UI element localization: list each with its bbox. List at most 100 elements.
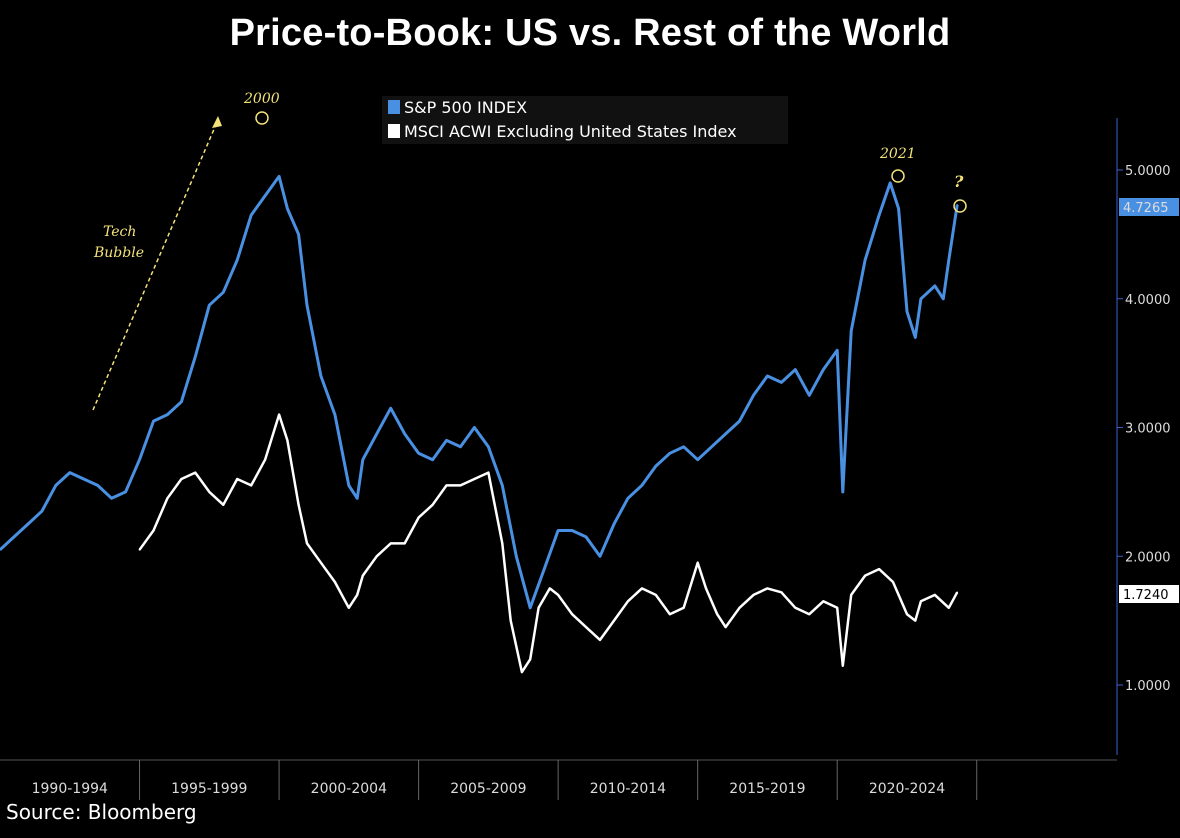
data-point [897, 207, 900, 210]
data-point [906, 613, 908, 615]
data-point [501, 542, 504, 545]
data-point [55, 484, 57, 487]
data-point [431, 458, 434, 461]
data-point [361, 574, 364, 577]
peak-2000-marker [255, 111, 269, 125]
data-point [515, 555, 518, 558]
legend-swatch-us [388, 100, 400, 114]
data-point [585, 626, 587, 628]
data-point [836, 349, 839, 352]
data-point [417, 452, 420, 455]
data-point [710, 446, 713, 448]
data-point [521, 671, 523, 673]
data-point [822, 368, 825, 371]
data-point [509, 619, 512, 622]
data-point [348, 606, 350, 609]
data-point [808, 613, 811, 615]
data-point [794, 606, 797, 609]
data-point [356, 497, 359, 500]
data-point [110, 497, 113, 500]
data-point [334, 413, 336, 416]
data-point [431, 503, 434, 506]
data-point [641, 587, 643, 590]
data-point [180, 400, 183, 403]
data-point [599, 555, 601, 558]
series-line-msci-acwi-ex-us [138, 413, 959, 674]
data-point [236, 478, 239, 480]
data-point [956, 591, 959, 594]
data-point [613, 619, 615, 622]
data-point [571, 529, 573, 532]
data-point [537, 606, 540, 609]
data-point [766, 587, 769, 590]
data-point [297, 503, 300, 506]
data-point [417, 516, 420, 519]
data-point [487, 446, 490, 448]
data-point [668, 613, 671, 615]
data-point [250, 214, 252, 216]
data-point [41, 510, 43, 512]
y-tick-label: 5.0000 [1125, 164, 1171, 179]
data-point [445, 484, 448, 487]
x-category-label: 1995-1999 [171, 781, 247, 797]
x-category-label: 2000-2004 [311, 781, 387, 797]
tech-label-line1: Tech [103, 224, 136, 240]
x-category-label: 2015-2019 [729, 781, 805, 797]
data-point [473, 426, 476, 429]
data-point [822, 600, 825, 603]
data-point [878, 568, 880, 570]
data-point [864, 259, 866, 261]
data-point [356, 594, 359, 596]
data-point [250, 484, 252, 487]
question-label: ? [954, 172, 964, 191]
source-note: Source: Bloomberg [6, 800, 197, 824]
data-point [152, 529, 155, 532]
data-point [948, 606, 950, 609]
data-point [166, 497, 169, 500]
data-point [152, 420, 155, 422]
data-point [96, 484, 99, 487]
data-point [286, 207, 289, 210]
data-point [878, 214, 880, 216]
data-point [934, 594, 936, 596]
data-point [724, 626, 727, 628]
data-point [13, 536, 15, 538]
world-last-value-badge: 1.7240 [1119, 585, 1179, 603]
data-point [27, 523, 29, 525]
series-layer [0, 174, 959, 674]
peak-2021-label: 2021 [879, 146, 916, 162]
data-point [529, 658, 532, 661]
data-point [696, 458, 699, 461]
data-point [278, 413, 280, 416]
data-point [696, 561, 699, 564]
data-point [682, 446, 685, 448]
data-point [138, 549, 141, 551]
y-tick-label: 1.0000 [1125, 679, 1171, 694]
data-point [124, 491, 127, 493]
data-point [808, 394, 811, 397]
data-point [82, 478, 85, 480]
data-point [473, 478, 476, 480]
data-point [655, 465, 657, 467]
peak-2021-marker [891, 169, 905, 183]
legend: S&P 500 INDEX MSCI ACWI Excluding United… [382, 96, 788, 144]
data-point [375, 555, 378, 558]
tech-bubble-arrowhead [212, 116, 222, 128]
y-tick-label: 3.0000 [1125, 422, 1171, 437]
data-point [0, 549, 1, 551]
data-point [361, 458, 364, 461]
data-point [956, 203, 959, 206]
data-point [641, 484, 643, 487]
data-point [320, 561, 322, 564]
data-point [766, 375, 769, 377]
data-point [948, 259, 950, 261]
peak-2000-label: 2000 [243, 91, 280, 107]
annotations: Tech Bubble 2000 2021 ? [92, 91, 967, 411]
x-category-label: 2020-2024 [869, 781, 945, 797]
legend-swatch-world [388, 124, 400, 138]
data-point [403, 542, 406, 545]
data-point [68, 471, 71, 474]
legend-label-world: MSCI ACWI Excluding United States Index [404, 122, 737, 141]
data-point [780, 591, 783, 594]
